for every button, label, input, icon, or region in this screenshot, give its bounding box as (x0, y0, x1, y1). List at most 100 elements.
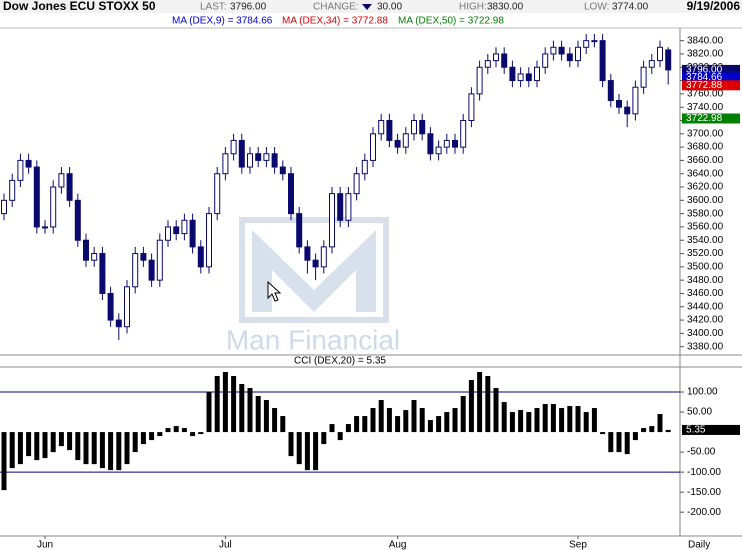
candle-body (173, 226, 180, 235)
y-tick-label: 3820.00 (687, 49, 724, 60)
cci-bar (608, 432, 614, 453)
candle-body (42, 226, 48, 229)
cci-bar (526, 412, 532, 433)
cci-bar (534, 408, 540, 433)
candle-body (66, 173, 73, 201)
candle-body (255, 153, 262, 161)
x-tick-label: Sep (569, 540, 587, 550)
cci-bar (247, 388, 253, 433)
cci-bar (378, 400, 384, 433)
y-tick-label: 3660.00 (687, 155, 724, 166)
cci-bar (26, 432, 32, 457)
y-tick-label: 3500.00 (687, 261, 724, 272)
cci-bar (198, 432, 204, 435)
candle-body (337, 193, 344, 221)
ma-value-label: 3784.66 (686, 72, 723, 83)
candle-body (484, 60, 491, 68)
cci-bar (583, 412, 589, 433)
candle-body (288, 173, 294, 215)
cci-bar (313, 432, 319, 471)
cci-bar (116, 432, 122, 471)
candle-body (525, 73, 532, 82)
candle-body (616, 100, 622, 108)
y-tick-label: 3600.00 (687, 195, 724, 206)
last-close-box (682, 64, 740, 75)
cci-bar (591, 408, 597, 433)
candle-body (550, 46, 557, 55)
cci-bar (272, 408, 278, 433)
x-axis-label: Daily (688, 540, 710, 550)
cci-bar (17, 432, 23, 465)
cci-bar (337, 432, 343, 441)
candle-body (33, 166, 40, 228)
date: 9/19/2006 (687, 0, 741, 13)
cci-bar (345, 424, 351, 433)
candle-body (329, 193, 335, 248)
candle-body (583, 40, 590, 48)
cci-bar (395, 416, 401, 433)
cci-bar (239, 384, 245, 433)
y-tick-label: 3840.00 (687, 35, 724, 46)
candle-body (1, 199, 7, 215)
candle-body (247, 153, 253, 168)
high-label: HIGH: (459, 2, 487, 13)
cci-bar (616, 432, 622, 453)
candle-body (197, 246, 204, 268)
cci-bar (50, 432, 56, 453)
y-tick-label: 3540.00 (687, 235, 724, 246)
cci-bar (231, 376, 237, 433)
cci-bar (550, 404, 556, 433)
candle-body (9, 179, 16, 201)
cci-bar (386, 408, 392, 433)
down-arrow (362, 4, 372, 10)
candle-body (591, 40, 598, 43)
cci-bar (354, 416, 360, 433)
cci-bar (624, 432, 630, 455)
cci-bar (124, 432, 130, 465)
header-band (0, 0, 742, 13)
candle-body (394, 139, 401, 148)
candle-body (263, 153, 270, 161)
cci-bar (296, 432, 302, 465)
cci-bar (542, 404, 548, 433)
panel-title: CCI (DEX,20) = 5.35 (294, 356, 386, 367)
y-tick-label: 3460.00 (687, 288, 724, 299)
cci-bar (165, 428, 171, 433)
candle-body (271, 153, 278, 168)
cci-bar (485, 376, 491, 433)
cci-bar (518, 410, 524, 433)
change-value: 30.00 (377, 2, 402, 13)
last-value: 3796.00 (230, 2, 267, 13)
cci-bar (427, 420, 433, 433)
candle-body (493, 53, 499, 62)
candle-body (443, 139, 450, 148)
candle-body (517, 73, 524, 82)
candle-body (607, 80, 614, 102)
candle-body (99, 253, 106, 294)
cci-bar (99, 432, 105, 469)
candle-body (640, 66, 647, 88)
cci-bar (657, 414, 663, 433)
candle-body (378, 119, 385, 135)
cci-bar (501, 402, 507, 433)
cci-bar (58, 432, 64, 447)
candle-body (435, 146, 442, 155)
ma-value-box (682, 80, 740, 91)
candle-body (115, 319, 122, 328)
candle-body (386, 119, 393, 141)
cci-bar (575, 406, 581, 433)
ma-value-box (682, 72, 740, 83)
candle-body (624, 106, 631, 115)
candle-body (476, 66, 483, 95)
cci-bar (280, 416, 286, 433)
candle-body (427, 133, 434, 155)
cci-bar (403, 410, 409, 433)
cci-bar (75, 432, 81, 461)
candle-body (50, 186, 57, 228)
ma-value-box (682, 113, 740, 124)
cci-bar (67, 432, 73, 451)
cci-bar (477, 372, 483, 433)
candle-body (542, 53, 549, 68)
cci-bar (468, 380, 474, 433)
candle-body (632, 86, 639, 115)
